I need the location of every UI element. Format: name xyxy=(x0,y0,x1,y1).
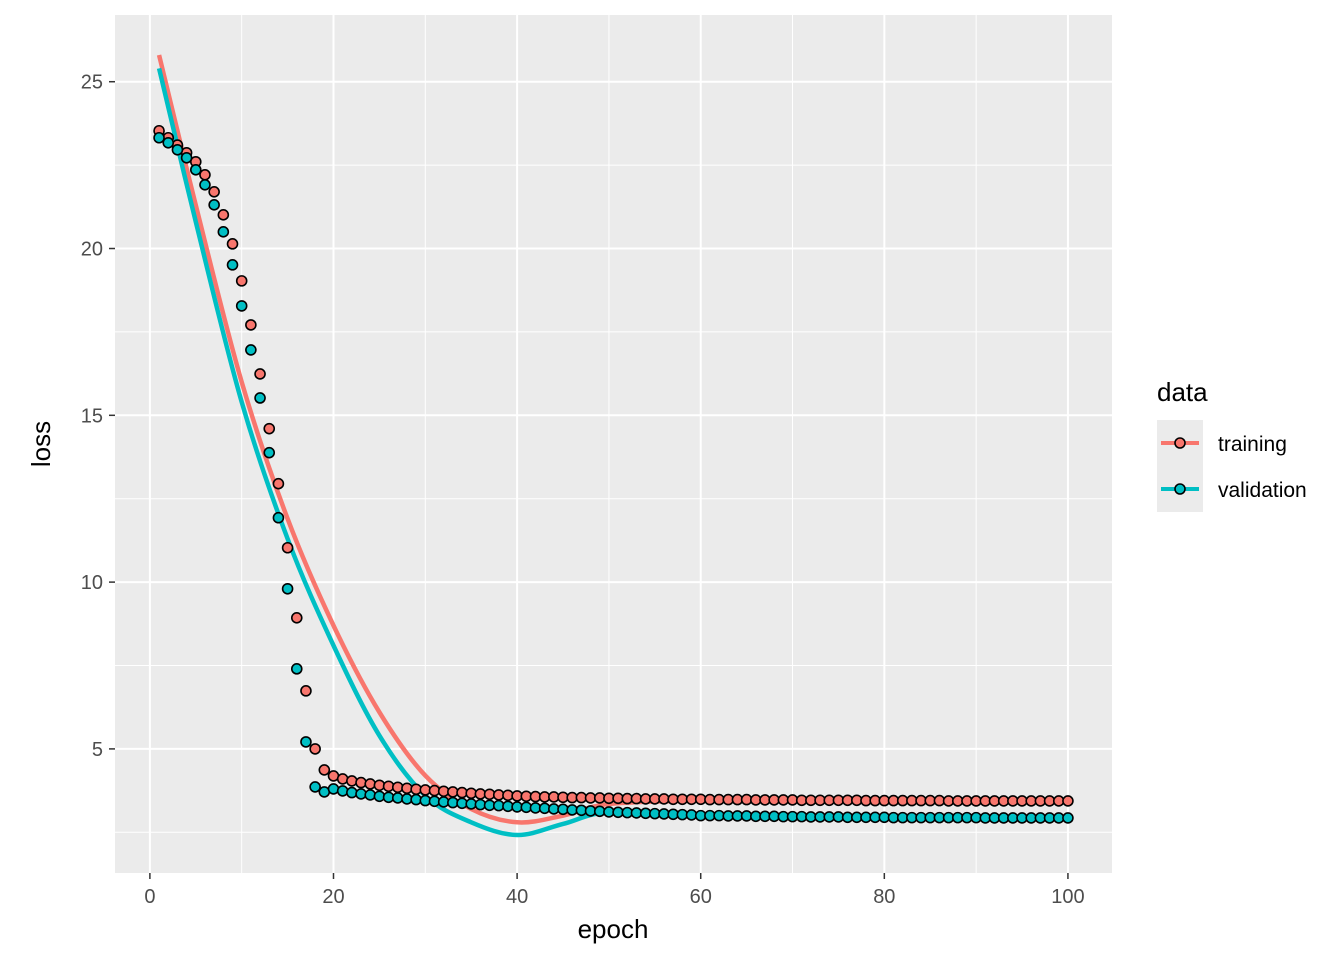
training-point xyxy=(208,186,220,198)
y-tick-label: 25 xyxy=(81,72,103,94)
training-point xyxy=(272,477,285,490)
legend-key-bg xyxy=(1157,420,1203,512)
validation-point xyxy=(208,199,220,211)
training-point xyxy=(226,238,239,250)
validation-point xyxy=(217,226,230,238)
training-point xyxy=(309,743,321,755)
legend-key-validation xyxy=(1161,483,1199,495)
validation-point xyxy=(346,786,358,799)
legend-label-validation: validation xyxy=(1218,479,1307,502)
validation-point xyxy=(153,131,165,144)
legend-key-training xyxy=(1161,437,1199,449)
x-tick-label: 0 xyxy=(144,886,155,908)
y-axis-title: loss xyxy=(26,421,56,467)
y-tick-label: 20 xyxy=(81,239,103,261)
axes: 0 20 40 60 80 100 5 10 15 20 25 xyxy=(81,72,1085,908)
x-tick-label: 20 xyxy=(322,886,344,908)
training-point xyxy=(199,168,211,181)
data-points xyxy=(153,124,1074,824)
validation-point xyxy=(180,151,193,164)
x-tick-label: 40 xyxy=(506,886,528,908)
validation-point xyxy=(189,163,202,176)
plot-panel xyxy=(115,15,1112,873)
training-point xyxy=(355,776,367,789)
y-tick-label: 10 xyxy=(81,572,103,594)
validation-point xyxy=(281,582,294,595)
training-point xyxy=(336,773,349,785)
y-tick-label: 5 xyxy=(92,739,103,761)
validation-point xyxy=(226,259,239,271)
training-point xyxy=(235,275,248,287)
x-tick-label: 60 xyxy=(690,886,712,908)
legend-label-training: training xyxy=(1218,433,1287,456)
validation-point xyxy=(272,511,285,524)
validation-point xyxy=(263,446,276,459)
gridlines xyxy=(115,15,1112,873)
x-tick-label: 80 xyxy=(873,886,895,908)
validation-point xyxy=(1062,812,1074,824)
training-point xyxy=(346,775,358,787)
x-tick-label: 100 xyxy=(1051,886,1084,908)
validation-point xyxy=(327,783,340,795)
training-point xyxy=(263,422,276,435)
validation-point xyxy=(254,392,266,404)
training-point xyxy=(300,685,312,697)
training-point xyxy=(1062,795,1074,807)
validation-point xyxy=(171,143,184,156)
training-point xyxy=(254,368,266,380)
training-point xyxy=(318,764,331,776)
validation-point xyxy=(290,663,303,675)
validation-point xyxy=(336,785,349,797)
validation-point xyxy=(235,300,248,312)
training-point xyxy=(281,541,294,554)
training-point xyxy=(217,209,230,221)
training-point xyxy=(245,319,257,331)
validation-point xyxy=(162,136,175,149)
x-axis-title: epoch xyxy=(578,914,649,944)
training-point xyxy=(290,612,303,624)
validation-point xyxy=(300,736,312,748)
validation-point xyxy=(245,344,257,356)
validation-point xyxy=(309,781,321,793)
validation-point xyxy=(364,789,377,801)
legend: data training validation xyxy=(1157,377,1307,512)
legend-title: data xyxy=(1157,377,1208,407)
y-tick-label: 15 xyxy=(81,405,103,427)
validation-point xyxy=(199,178,211,191)
training-point xyxy=(364,778,377,790)
